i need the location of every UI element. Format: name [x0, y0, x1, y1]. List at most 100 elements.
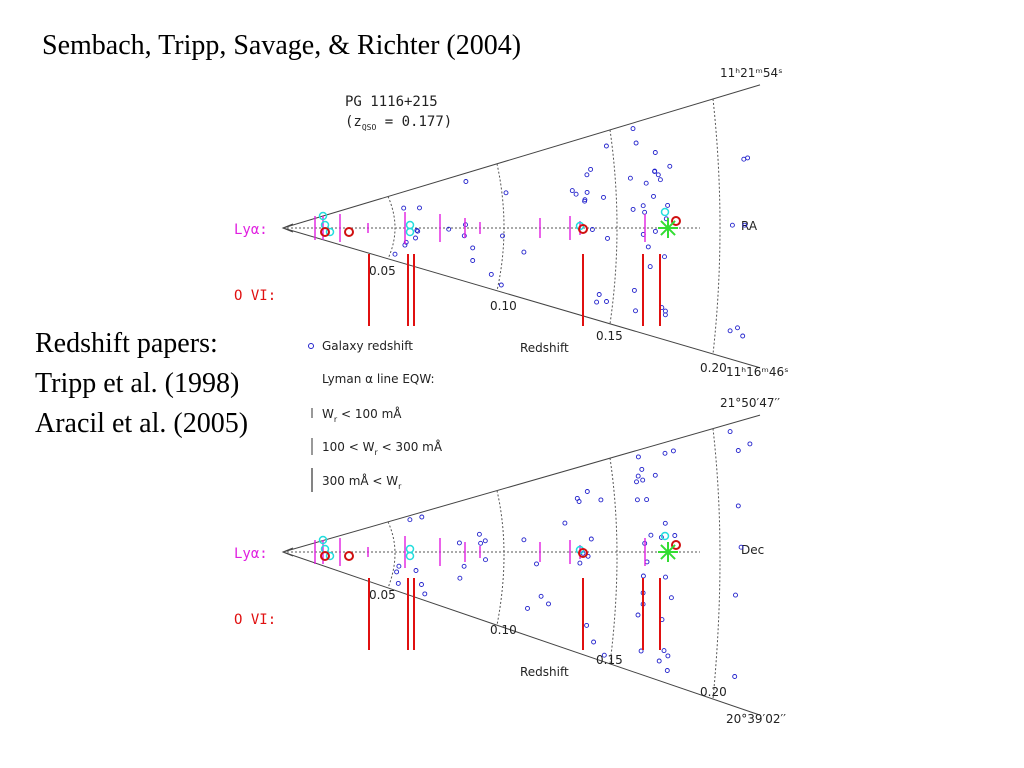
galaxy — [729, 222, 735, 228]
galaxy — [601, 194, 606, 200]
galaxy — [569, 188, 575, 194]
galaxy — [403, 239, 409, 245]
redshift-tick-label: 0.10 — [490, 623, 517, 637]
text-part: = 0.177) — [376, 114, 452, 130]
galaxy — [591, 639, 597, 645]
galaxy — [446, 226, 452, 232]
galaxy — [413, 568, 419, 573]
galaxy — [598, 497, 604, 503]
cyan-galaxy — [318, 211, 328, 221]
galaxy — [662, 254, 667, 260]
galaxy — [417, 205, 422, 211]
galaxy — [394, 569, 400, 575]
galaxy — [661, 648, 667, 654]
galaxy — [463, 179, 469, 184]
cyan-galaxy — [318, 535, 328, 545]
redshift-tick-label: 0.05 — [369, 264, 396, 278]
galaxy — [642, 209, 648, 215]
text-part: < 100 mÅ — [337, 406, 402, 421]
galaxy — [732, 674, 738, 679]
galaxy — [638, 648, 644, 654]
qso-redshift: (zQSO = 0.177) — [345, 114, 452, 132]
galaxy — [603, 143, 609, 149]
galaxy — [652, 472, 658, 478]
galaxy — [647, 264, 653, 270]
redshift-tick-label: 0.20 — [700, 361, 727, 375]
cyan-galaxy — [660, 531, 670, 541]
galaxy — [672, 533, 678, 538]
galaxy — [644, 497, 650, 503]
edge-label: 21°50′47′′ — [720, 396, 780, 410]
redshift-tick-label: 0.05 — [369, 588, 396, 602]
galaxy — [735, 325, 740, 331]
redshift-arc — [496, 490, 505, 626]
galaxy — [742, 222, 748, 228]
paper-ref: Tripp et al. (1998) — [35, 368, 239, 399]
redshift-arc — [387, 196, 396, 259]
ovi-label: O VI: — [234, 288, 276, 304]
edge-label: 11ʰ21ᵐ54ˢ — [720, 66, 783, 80]
galaxy — [656, 658, 662, 664]
absorber-galaxy — [671, 216, 681, 226]
galaxy — [727, 328, 733, 334]
redshift-tick-label: 0.15 — [596, 329, 623, 343]
galaxy — [727, 429, 733, 435]
absorber-galaxy — [578, 224, 588, 234]
legend-weak: Wr < 100 mÅ — [322, 406, 402, 424]
galaxy — [640, 203, 646, 209]
galaxy — [605, 235, 610, 241]
cyan-galaxy — [405, 544, 415, 554]
galaxy — [456, 540, 462, 546]
galaxy — [633, 140, 639, 146]
cone-edge — [282, 414, 761, 553]
galaxy — [482, 538, 488, 544]
subscript: r — [334, 415, 338, 424]
galaxy — [392, 251, 398, 257]
galaxy — [735, 503, 741, 509]
absorber-galaxy — [344, 551, 354, 561]
cyan-galaxy — [405, 551, 415, 561]
galaxy — [635, 473, 641, 479]
galaxy — [652, 168, 658, 174]
absorber-galaxy — [578, 548, 588, 558]
galaxy — [584, 189, 590, 195]
galaxy — [498, 282, 504, 288]
coord-label: RA — [741, 219, 758, 233]
subscript: r — [374, 448, 378, 457]
papers-heading: Redshift papers: — [35, 328, 218, 359]
galaxy — [401, 205, 407, 211]
galaxy — [419, 514, 425, 520]
galaxy — [662, 312, 668, 318]
galaxy — [648, 532, 654, 538]
galaxy — [470, 258, 476, 263]
galaxy — [500, 233, 505, 239]
galaxy — [667, 163, 673, 169]
galaxy — [662, 450, 668, 456]
galaxy — [738, 544, 744, 550]
qso-star — [660, 544, 676, 560]
galaxy — [645, 244, 651, 250]
galaxy — [470, 245, 476, 251]
galaxy — [634, 479, 639, 485]
galaxy — [534, 561, 539, 567]
galaxy — [670, 448, 676, 454]
cyan-galaxy — [325, 227, 335, 237]
galaxy — [652, 150, 658, 155]
galaxy — [457, 575, 463, 581]
galaxy — [419, 582, 424, 587]
galaxy — [574, 495, 580, 501]
text-part: 300 mÅ < W — [322, 473, 398, 488]
cyan-galaxy — [325, 551, 335, 561]
qso-star — [660, 220, 676, 236]
galaxy — [745, 155, 751, 161]
galaxy — [630, 126, 636, 132]
galaxy — [573, 191, 579, 197]
galaxy — [735, 448, 741, 453]
galaxy — [634, 497, 640, 503]
axis-label: Redshift — [520, 665, 569, 679]
galaxy — [503, 190, 509, 196]
galaxy — [414, 227, 420, 233]
cone-edge — [282, 84, 761, 229]
galaxy — [538, 593, 544, 599]
paper-ref: Aracil et al. (2005) — [35, 408, 248, 439]
